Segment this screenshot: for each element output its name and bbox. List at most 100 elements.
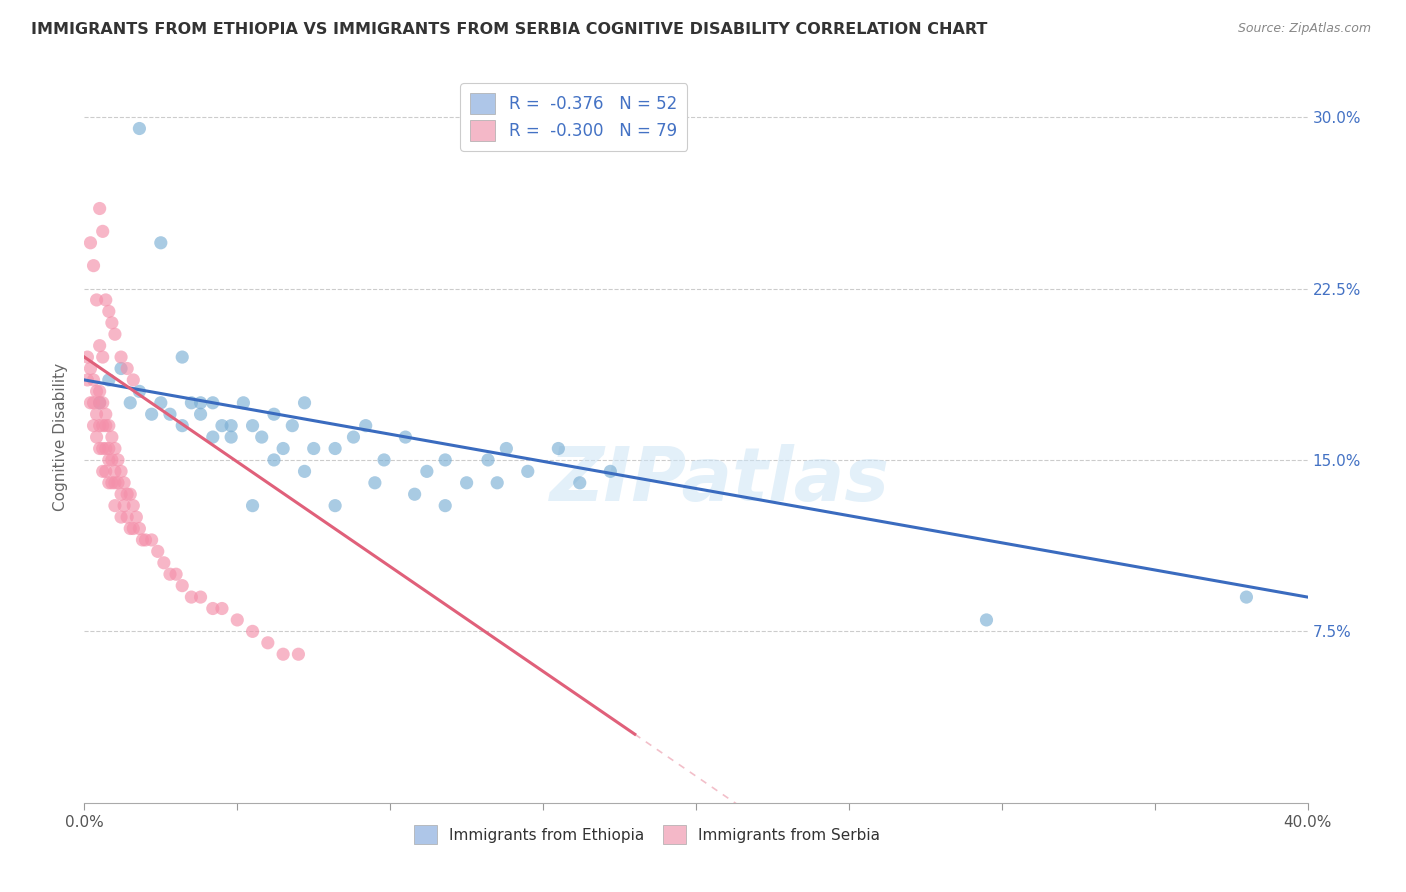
Point (115, 361, 138, 376)
Point (141, 533, 163, 547)
Point (125, 510, 148, 524)
Point (76, 350, 98, 364)
Point (79, 396, 101, 410)
Point (477, 453, 499, 467)
Point (242, 418, 264, 433)
Point (101, 430, 124, 444)
Point (89, 442, 111, 456)
Point (201, 430, 224, 444)
Point (97, 418, 120, 433)
Point (165, 567, 187, 582)
Point (89, 418, 111, 433)
Point (190, 407, 212, 421)
Point (89, 202, 111, 216)
Point (226, 613, 249, 627)
Point (250, 430, 273, 444)
Point (219, 418, 242, 433)
Point (97, 475, 120, 490)
Point (271, 647, 294, 661)
Point (115, 487, 138, 501)
Point (172, 579, 194, 593)
Point (76, 373, 98, 387)
Point (115, 510, 138, 524)
Point (89, 338, 111, 352)
Point (128, 521, 150, 535)
Point (172, 350, 194, 364)
Point (287, 647, 309, 661)
Point (104, 327, 127, 342)
Point (91, 464, 114, 478)
Point (180, 590, 202, 604)
Point (128, 121, 150, 136)
Point (104, 464, 127, 478)
Point (91, 350, 114, 364)
Text: ZIPatlas: ZIPatlas (550, 444, 890, 517)
Point (281, 418, 304, 433)
Point (120, 521, 142, 535)
Point (122, 499, 145, 513)
Legend: Immigrants from Ethiopia, Immigrants from Serbia: Immigrants from Ethiopia, Immigrants fro… (408, 819, 886, 850)
Point (89, 384, 111, 399)
Point (83, 396, 105, 410)
Point (86, 293, 108, 307)
Point (172, 418, 194, 433)
Point (86, 407, 108, 421)
Point (122, 521, 145, 535)
Point (568, 475, 591, 490)
Point (1236, 590, 1258, 604)
Point (354, 418, 377, 433)
Point (416, 464, 439, 478)
Point (302, 442, 325, 456)
Point (107, 453, 129, 467)
Point (294, 396, 316, 410)
Point (110, 464, 132, 478)
Point (107, 475, 129, 490)
Point (110, 361, 132, 376)
Point (599, 464, 621, 478)
Point (97, 304, 120, 318)
Point (110, 350, 132, 364)
Point (271, 442, 294, 456)
Point (294, 464, 316, 478)
Point (434, 453, 457, 467)
Point (263, 453, 285, 467)
Point (97, 442, 120, 456)
Point (149, 396, 172, 410)
Point (91, 396, 114, 410)
Point (112, 499, 135, 513)
Point (201, 601, 224, 615)
Point (232, 396, 254, 410)
Point (83, 259, 105, 273)
Point (373, 453, 395, 467)
Point (128, 384, 150, 399)
Point (149, 235, 172, 250)
Point (242, 624, 264, 639)
Point (159, 407, 181, 421)
Point (97, 373, 120, 387)
Text: IMMIGRANTS FROM ETHIOPIA VS IMMIGRANTS FROM SERBIA COGNITIVE DISABILITY CORRELAT: IMMIGRANTS FROM ETHIOPIA VS IMMIGRANTS F… (31, 22, 987, 37)
Point (516, 464, 538, 478)
Point (263, 407, 285, 421)
Point (94, 407, 117, 421)
Point (547, 442, 569, 456)
Point (104, 499, 127, 513)
Point (83, 373, 105, 387)
Point (323, 499, 346, 513)
Point (323, 442, 346, 456)
Point (141, 407, 163, 421)
Point (101, 453, 124, 467)
Point (434, 499, 457, 513)
Point (91, 418, 114, 433)
Y-axis label: Cognitive Disability: Cognitive Disability (53, 363, 69, 511)
Point (190, 590, 212, 604)
Point (135, 533, 157, 547)
Point (94, 418, 117, 433)
Point (394, 430, 416, 444)
Point (257, 636, 280, 650)
Point (89, 396, 111, 410)
Point (495, 442, 517, 456)
Point (120, 396, 142, 410)
Point (86, 384, 108, 399)
Point (101, 475, 124, 490)
Point (94, 293, 117, 307)
